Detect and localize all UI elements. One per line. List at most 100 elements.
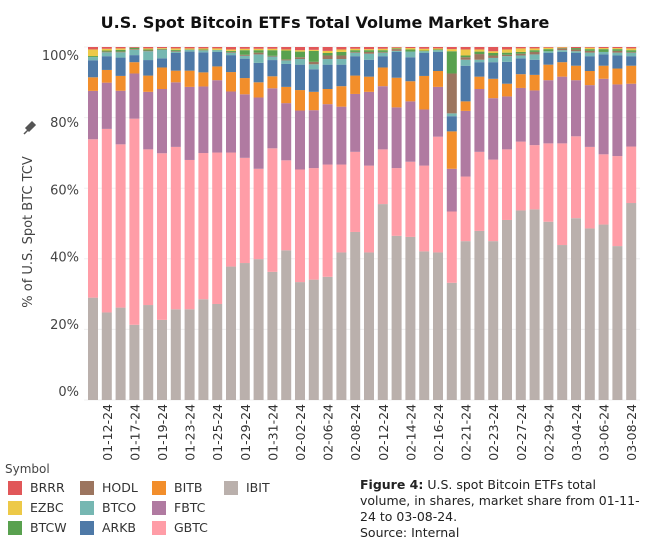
bar-segment-ezbc bbox=[295, 50, 305, 52]
bar-segment-bitb bbox=[584, 71, 595, 86]
bar-segment-ibit bbox=[557, 245, 568, 400]
bar-segment-ezbc bbox=[170, 48, 181, 50]
bar-segment-gbtc bbox=[377, 149, 388, 205]
bar-segment-ibit bbox=[322, 276, 333, 400]
bar-segment-btcw bbox=[405, 49, 416, 52]
bar-segment-btco bbox=[88, 57, 98, 61]
bar-segment-btco bbox=[474, 59, 485, 63]
bar-segment-btco bbox=[101, 52, 112, 57]
bar-segment-arkb bbox=[212, 51, 223, 67]
x-tick-label: 02-21-24 bbox=[459, 404, 474, 461]
bar-segment-ibit bbox=[143, 305, 154, 400]
bar-segment-arkb bbox=[143, 60, 154, 76]
bar-segment-btco bbox=[626, 52, 637, 57]
bar-segment-btco bbox=[571, 51, 581, 54]
bar-segment-gbtc bbox=[571, 136, 581, 219]
legend-label: BRRR bbox=[30, 480, 65, 495]
bar-segment-btco bbox=[433, 50, 443, 52]
bar-segment-fbtc bbox=[571, 80, 581, 137]
bar-segment-btco bbox=[391, 50, 402, 52]
bar-segment-brrr bbox=[308, 47, 319, 50]
bar-segment-fbtc bbox=[515, 87, 526, 142]
bar-segment-arkb bbox=[502, 61, 512, 84]
bar-segment-fbtc bbox=[253, 97, 264, 169]
bar-segment-btco bbox=[405, 51, 416, 58]
bar-segment-btcw bbox=[626, 50, 637, 52]
x-tick-label: 01-25-24 bbox=[210, 404, 225, 461]
bar-segment-hodl bbox=[239, 54, 250, 56]
bar-segment-gbtc bbox=[184, 159, 195, 310]
bar-segment-arkb bbox=[488, 62, 499, 79]
x-tick-label: 01-12-24 bbox=[100, 404, 115, 461]
bar-segment-btco bbox=[460, 59, 471, 66]
bar-segment-gbtc bbox=[170, 146, 181, 310]
bar-segment-fbtc bbox=[460, 110, 471, 177]
bar-segment-ibit bbox=[543, 221, 554, 400]
bar-segment-ibit bbox=[433, 252, 443, 400]
bar-segment-fbtc bbox=[557, 76, 568, 144]
bar-segment-ezbc bbox=[405, 48, 416, 50]
bar-segment-gbtc bbox=[446, 211, 457, 283]
bar-segment-ezbc bbox=[336, 49, 347, 52]
bar-segment-bitb bbox=[267, 76, 278, 89]
bar-segment-brrr bbox=[515, 47, 526, 49]
bar-segment-bitb bbox=[474, 76, 485, 90]
bar-segment-bitb bbox=[419, 75, 430, 110]
bar-segment-btco bbox=[239, 55, 250, 59]
bar-segment-ibit bbox=[502, 219, 512, 400]
bar-segment-bitb bbox=[626, 65, 637, 84]
bar-segment-btco bbox=[295, 59, 305, 65]
legend-swatch bbox=[80, 480, 94, 495]
bar-segment-btcw bbox=[157, 48, 167, 50]
bar-segment-hodl bbox=[267, 55, 278, 57]
bar-segment-fbtc bbox=[157, 89, 167, 154]
bar-segment-gbtc bbox=[212, 152, 223, 304]
bar-segment-ezbc bbox=[474, 49, 485, 52]
bar-segment-arkb bbox=[198, 52, 209, 73]
bar-segment-arkb bbox=[391, 51, 402, 78]
bar-segment-brrr bbox=[529, 47, 540, 49]
bar-segment-arkb bbox=[336, 64, 347, 87]
bar-segment-btco bbox=[515, 55, 526, 59]
bar-segment-ezbc bbox=[543, 47, 554, 50]
bar-segment-fbtc bbox=[143, 91, 154, 150]
bar-segment-gbtc bbox=[115, 144, 126, 308]
bar-segment-arkb bbox=[184, 51, 195, 71]
bar-segment-brrr bbox=[198, 47, 209, 49]
bar-segment-fbtc bbox=[170, 82, 181, 147]
bar-segment-gbtc bbox=[281, 160, 292, 251]
bar-segment-hodl bbox=[515, 53, 526, 56]
bar-segment-bitb bbox=[129, 62, 140, 74]
bar-segment-bitb bbox=[198, 72, 209, 87]
bar-segment-btco bbox=[308, 64, 319, 70]
x-tick-label: 02-14-24 bbox=[403, 404, 418, 461]
bar-segment-btcw bbox=[571, 48, 581, 50]
legend-title: Symbol bbox=[5, 462, 50, 476]
bar-segment-ezbc bbox=[157, 48, 167, 49]
bar-segment-gbtc bbox=[88, 139, 98, 298]
bar-segment-btco bbox=[612, 52, 623, 56]
bar-segment-bitb bbox=[350, 75, 361, 94]
bar-segment-btcw bbox=[143, 49, 154, 51]
bar-segment-ezbc bbox=[502, 49, 512, 53]
bar-segment-brrr bbox=[502, 47, 512, 50]
bar-segment-ezbc bbox=[515, 48, 526, 52]
x-tick-label: 01-19-24 bbox=[155, 404, 170, 461]
y-tick-label: 80% bbox=[50, 116, 79, 131]
bar-segment-btco bbox=[502, 56, 512, 62]
bar-segment-arkb bbox=[405, 57, 416, 82]
bar-segment-ezbc bbox=[184, 48, 195, 50]
bar-segment-ibit bbox=[198, 299, 209, 400]
bar-segment-btcw bbox=[529, 50, 540, 52]
bar-segment-ibit bbox=[212, 303, 223, 400]
bar-segment-ezbc bbox=[612, 48, 623, 50]
bar-segment-btcw bbox=[598, 49, 609, 52]
bar-segment-bitb bbox=[488, 78, 499, 99]
bar-segment-gbtc bbox=[308, 168, 319, 280]
bar-segment-btcw bbox=[350, 50, 361, 52]
bar-segment-fbtc bbox=[212, 80, 223, 153]
bar-segment-gbtc bbox=[350, 151, 361, 232]
bar-segment-arkb bbox=[239, 58, 250, 79]
bar-segment-btco bbox=[529, 54, 540, 60]
